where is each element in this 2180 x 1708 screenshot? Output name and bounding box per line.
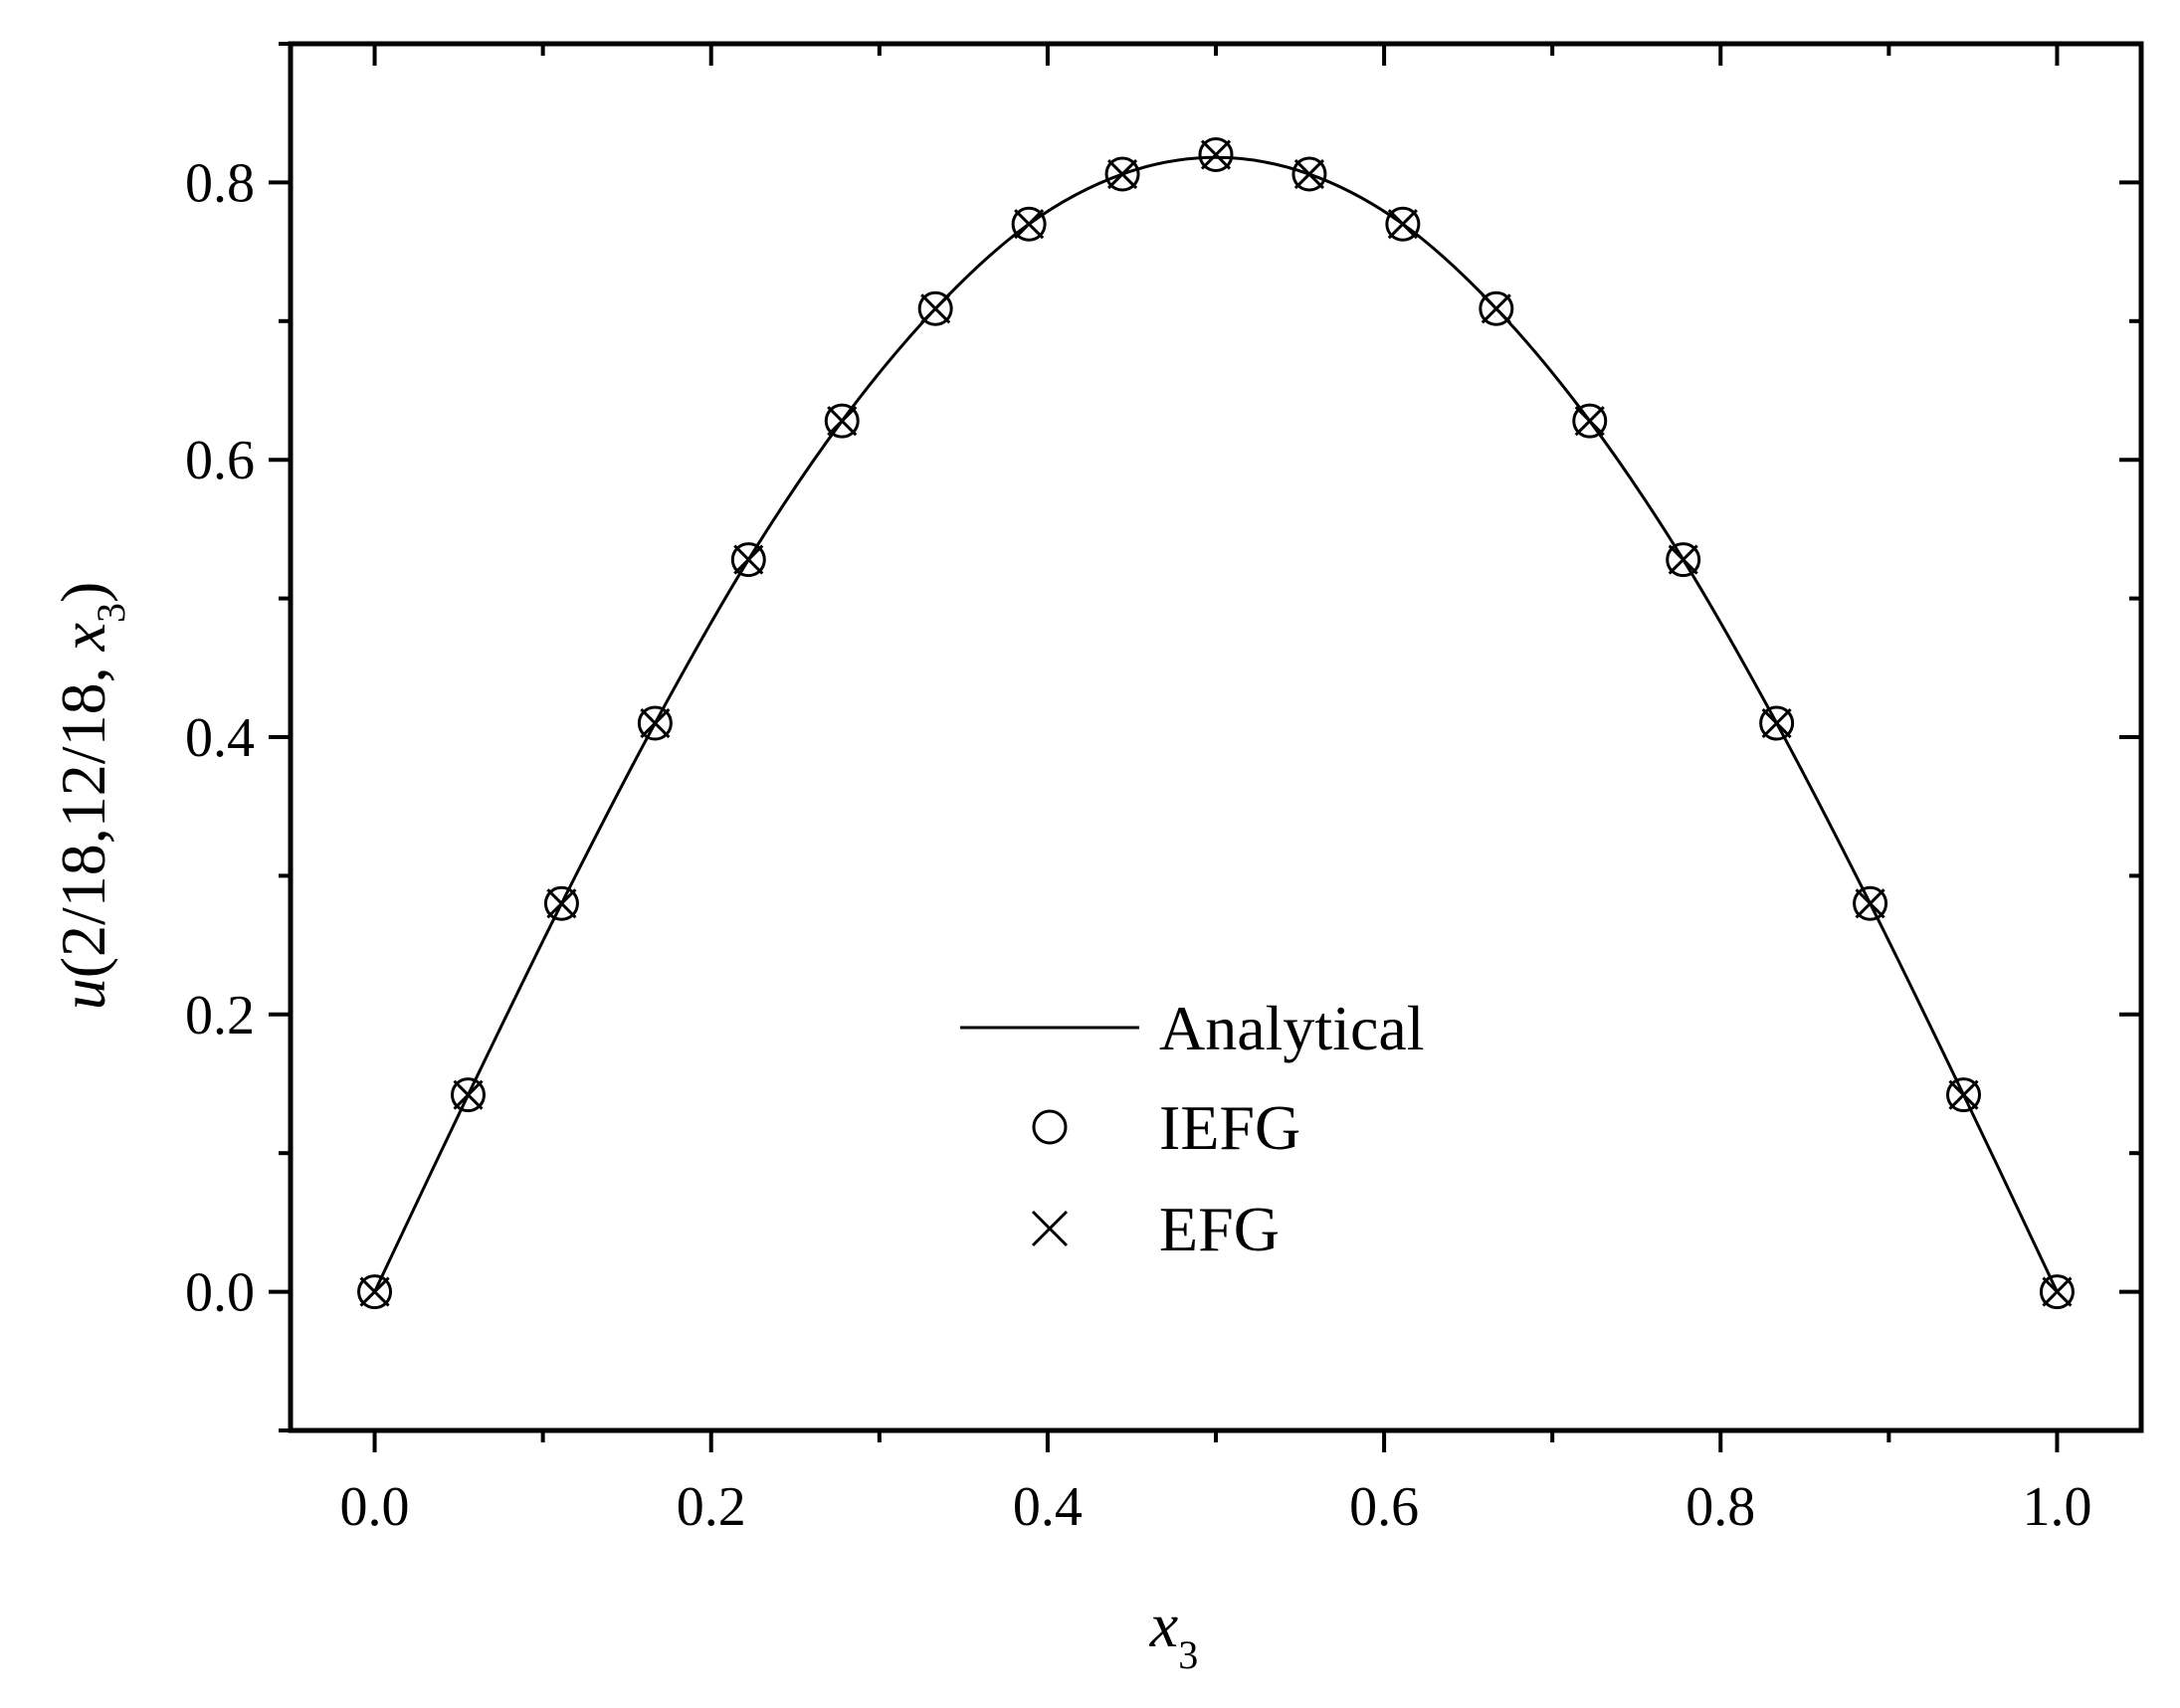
y-axis-title: u(2/18,12/18, x3): [48, 582, 133, 1011]
x-tick-label: 0.6: [1349, 1476, 1419, 1538]
legend-circle-swatch: [1032, 1109, 1068, 1145]
iefg-point: [1853, 885, 1888, 921]
x-tick-label: 1.0: [2022, 1476, 2091, 1538]
iefg-point: [637, 705, 673, 741]
iefg-point: [1479, 290, 1514, 326]
iefg-point: [1011, 206, 1047, 242]
y-tick-label: 0.4: [185, 707, 255, 769]
plot-frame: [288, 41, 2144, 1433]
efg-point: [1948, 1079, 1979, 1110]
iefg-point: [1572, 403, 1608, 439]
legend: Analytical IEFG EFG: [960, 993, 1425, 1264]
y-tick-label: 0.6: [185, 430, 255, 491]
efg-point: [1200, 139, 1232, 170]
x-tick-label: 0.4: [1013, 1476, 1083, 1538]
x-tick-label: 0.8: [1685, 1476, 1755, 1538]
y-tick-label: 0.2: [185, 985, 255, 1046]
efg-point: [1387, 209, 1418, 240]
efg-point: [2042, 1276, 2073, 1307]
efg-point: [546, 888, 577, 919]
iefg-point: [1291, 156, 1327, 192]
iefg-point: [1385, 206, 1421, 242]
y-tick-label: 0.8: [185, 152, 255, 214]
efg-point: [1574, 406, 1605, 437]
legend-label-iefg: IEFG: [1159, 1092, 1300, 1163]
iefg-point: [917, 290, 953, 326]
iefg-point: [1198, 137, 1234, 173]
efg-point: [1855, 888, 1885, 919]
legend-label-analytical: Analytical: [1159, 993, 1425, 1063]
efg-point: [733, 544, 764, 575]
iefg-point: [1759, 705, 1795, 741]
iefg-point: [1946, 1077, 1982, 1113]
efg-point: [1668, 544, 1698, 575]
x-axis-title: x3: [1149, 1590, 1198, 1677]
efg-point: [827, 406, 858, 437]
y-tick-labels: 0.0 0.2 0.4 0.6 0.8: [185, 152, 255, 1323]
efg-point: [1293, 158, 1325, 190]
legend-cross-swatch: [1031, 1210, 1069, 1247]
analytical-line: [373, 155, 2059, 1293]
iefg-point: [730, 542, 766, 578]
iefg-point: [543, 885, 579, 921]
efg-point: [359, 1276, 390, 1307]
x-tick-labels: 0.0 0.2 0.4 0.6 0.8 1.0: [340, 1476, 2092, 1538]
iefg-point: [824, 403, 860, 439]
series-analytical: [373, 155, 2059, 1293]
iefg-point: [1666, 542, 1701, 578]
series-iefg: [357, 137, 2075, 1310]
efg-point: [1014, 209, 1045, 240]
iefg-point: [450, 1077, 486, 1113]
efg-point: [640, 707, 671, 739]
y-tick-label: 0.0: [185, 1262, 255, 1324]
efg-point: [1761, 707, 1792, 739]
x-tick-label: 0.0: [340, 1476, 410, 1538]
efg-point: [453, 1079, 484, 1110]
legend-label-efg: EFG: [1159, 1194, 1280, 1264]
iefg-point: [2039, 1274, 2075, 1310]
iefg-point: [1104, 156, 1140, 192]
x-tick-label: 0.2: [677, 1476, 746, 1538]
efg-point: [1106, 158, 1138, 190]
series-efg: [359, 139, 2073, 1307]
efg-point: [920, 293, 951, 324]
iefg-point: [357, 1274, 393, 1310]
efg-point: [1481, 293, 1511, 324]
